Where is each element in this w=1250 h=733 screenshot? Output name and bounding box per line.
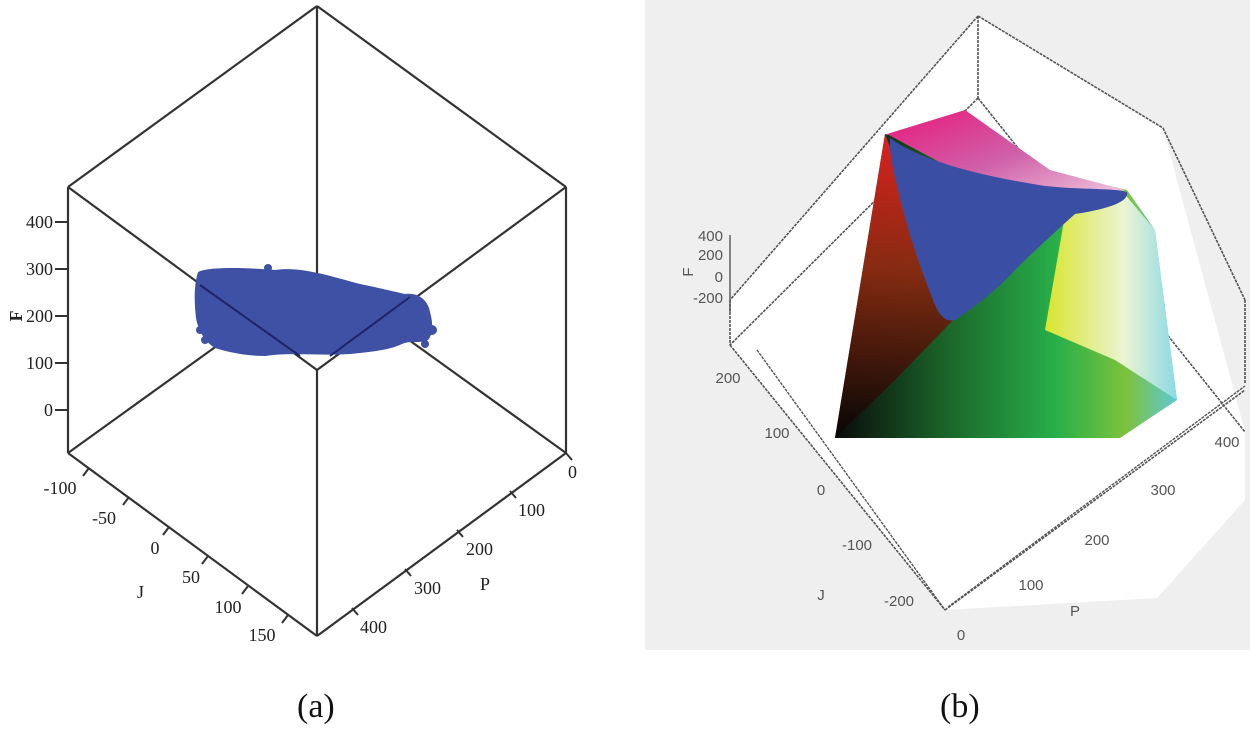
panel-b-gamut3d: 400 200 0 -200 F 200 100 0 -100 -200 J 0… xyxy=(645,0,1250,650)
j-tick: 200 xyxy=(715,370,740,387)
panel-a-plot: 400 300 200 100 0 F -100 -50 0 50 100 15… xyxy=(6,5,577,645)
p-axis-ticks xyxy=(351,452,573,616)
sample-gamut-overlay xyxy=(889,138,1128,321)
p-tick: 300 xyxy=(1150,482,1175,499)
j-tick: -100 xyxy=(842,537,872,554)
z-tick: -200 xyxy=(693,290,723,307)
p-axis-title: P xyxy=(480,574,490,594)
cloud-overlay-lines xyxy=(199,284,411,357)
z-tick: 200 xyxy=(26,306,53,326)
j-tick: 100 xyxy=(215,597,242,617)
j-tick: 0 xyxy=(817,482,825,499)
z-tick: 200 xyxy=(698,247,723,264)
z-tick: 100 xyxy=(26,353,53,373)
p-tick: 0 xyxy=(568,462,577,482)
z-tick: 0 xyxy=(44,400,53,420)
j-axis-ticks xyxy=(82,467,289,624)
p-tick: 100 xyxy=(518,500,545,520)
caption-b: (b) xyxy=(940,688,980,725)
cube-frame xyxy=(66,5,568,637)
p-axis-labels: 0 100 200 300 400 xyxy=(360,462,577,637)
j-tick: 100 xyxy=(764,425,789,442)
j-tick: 50 xyxy=(182,567,200,587)
z-axis-title: F xyxy=(6,311,26,322)
z-axis-title: F xyxy=(680,267,697,276)
p-axis-title: P xyxy=(1070,603,1080,620)
z-tick: 300 xyxy=(26,259,53,279)
p-tick: 400 xyxy=(360,617,387,637)
panel-b-plot: 400 200 0 -200 F 200 100 0 -100 -200 J 0… xyxy=(645,0,1250,650)
j-tick: -100 xyxy=(44,478,77,498)
p-tick: 300 xyxy=(414,578,441,598)
z-axis-ticks xyxy=(55,221,68,411)
p-tick: 100 xyxy=(1018,577,1043,594)
p-axis-line xyxy=(947,385,1246,608)
p-tick: 400 xyxy=(1214,434,1239,451)
point-cloud xyxy=(194,264,437,356)
j-tick: 150 xyxy=(249,625,276,645)
panel-a-scatter3d: 400 300 200 100 0 F -100 -50 0 50 100 15… xyxy=(0,0,640,650)
z-axis-labels: 400 200 0 -200 xyxy=(693,228,723,307)
j-axis-title: J xyxy=(137,582,144,602)
caption-a: (a) xyxy=(297,688,335,725)
j-tick: -200 xyxy=(884,593,914,610)
j-axis-labels: -100 -50 0 50 100 150 xyxy=(44,478,276,645)
z-tick: 400 xyxy=(26,212,53,232)
j-tick: -50 xyxy=(92,508,116,528)
j-tick: 0 xyxy=(151,538,160,558)
p-tick: 200 xyxy=(1084,532,1109,549)
j-axis-line xyxy=(756,349,946,611)
j-axis-labels: 200 100 0 -100 -200 xyxy=(715,370,914,610)
p-tick: 0 xyxy=(957,627,965,644)
z-tick: 0 xyxy=(715,269,723,286)
p-tick: 200 xyxy=(466,539,493,559)
j-axis-title: J xyxy=(817,587,825,604)
z-axis-labels: 400 300 200 100 0 xyxy=(26,212,53,420)
p-axis-labels: 0 100 200 300 400 xyxy=(957,434,1240,644)
z-tick: 400 xyxy=(698,228,723,245)
